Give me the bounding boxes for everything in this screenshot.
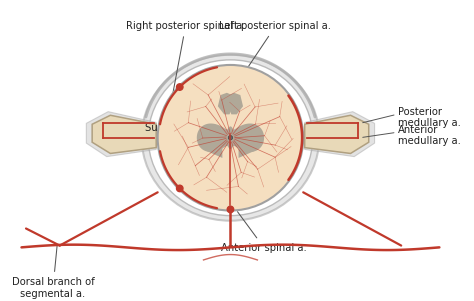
Text: Sulcal (central)
branch: Sulcal (central) branch [146,123,228,144]
Polygon shape [204,135,222,158]
Circle shape [227,206,234,213]
Polygon shape [305,112,374,157]
Polygon shape [197,123,264,152]
Text: Anterior spinal a.: Anterior spinal a. [221,212,307,253]
Polygon shape [238,135,256,158]
Circle shape [176,84,183,90]
Ellipse shape [148,60,313,216]
Polygon shape [218,93,233,114]
Polygon shape [92,115,156,154]
Polygon shape [305,115,369,154]
Circle shape [158,65,303,210]
Text: Right posterior spinal a.: Right posterior spinal a. [126,21,245,93]
Text: Posterior
medullary a.: Posterior medullary a. [398,107,460,128]
Text: Dorsal branch of
segmental a.: Dorsal branch of segmental a. [11,245,94,299]
Circle shape [228,135,233,140]
Polygon shape [86,112,156,157]
Ellipse shape [142,55,319,221]
Circle shape [176,185,183,192]
Text: Anterior
medullary a.: Anterior medullary a. [398,125,460,146]
Text: Left posterior spinal a.: Left posterior spinal a. [174,21,331,178]
Polygon shape [228,93,243,114]
